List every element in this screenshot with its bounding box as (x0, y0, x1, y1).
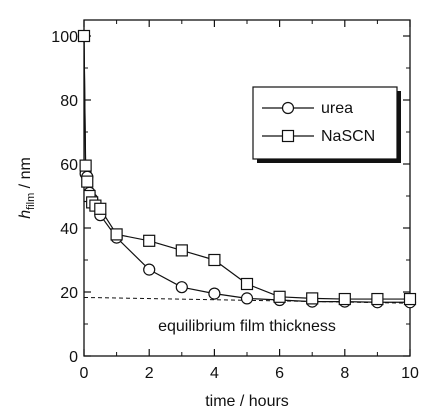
y-axis-title-main: h (17, 210, 34, 219)
data-point-nascn (273, 290, 286, 303)
data-point-nascn (306, 292, 319, 305)
legend-marker-nascn (281, 129, 295, 143)
legend-items (262, 101, 314, 143)
data-point-urea (240, 292, 254, 305)
series-layer (77, 29, 417, 309)
x-axis-title: time / hours (205, 393, 289, 410)
x-tick-label: 0 (80, 365, 89, 382)
plot-frame (83, 19, 411, 357)
legend-label-urea: urea (321, 100, 353, 117)
data-point-urea (208, 287, 221, 300)
data-point-nascn (94, 202, 107, 215)
y-axis-title-sub: film (25, 193, 37, 210)
data-point-nascn (110, 228, 123, 241)
data-point-nascn (175, 244, 188, 257)
y-tick-label: 0 (69, 349, 78, 366)
x-tick-label: 10 (401, 365, 419, 382)
legend: urea NaSCN (252, 86, 401, 163)
data-point-nascn (403, 292, 417, 306)
data-point-nascn (371, 292, 384, 306)
series-line-urea (83, 35, 410, 303)
y-tick-label: 80 (60, 93, 78, 110)
data-point-urea (175, 281, 188, 294)
x-tick-label: 6 (275, 365, 284, 382)
data-point-nascn (79, 159, 92, 172)
x-tick-label: 2 (145, 365, 154, 382)
x-tick-label: 8 (340, 365, 349, 382)
legend-marker-urea (281, 101, 295, 115)
data-point-nascn (81, 175, 94, 188)
x-tick-label: 4 (210, 365, 219, 382)
data-point-nascn (240, 277, 254, 291)
series-line-nascn (83, 35, 410, 300)
data-point-nascn (208, 253, 221, 267)
data-point-nascn (338, 292, 351, 306)
data-point-nascn (77, 29, 91, 43)
data-point-urea (143, 263, 156, 276)
legend-label-nascn: NaSCN (321, 128, 375, 145)
y-axis-title: hfilm / nm (17, 157, 37, 219)
data-point-nascn (143, 234, 156, 247)
y-tick-label: 20 (60, 285, 78, 302)
y-axis-title-unit: / nm (17, 157, 34, 193)
legend-box (252, 86, 398, 160)
y-tick-label: 100 (51, 29, 78, 46)
y-tick-label: 40 (60, 221, 78, 238)
y-tick-label: 60 (60, 157, 78, 174)
equilibrium-annotation: equilibrium film thickness (158, 318, 336, 335)
